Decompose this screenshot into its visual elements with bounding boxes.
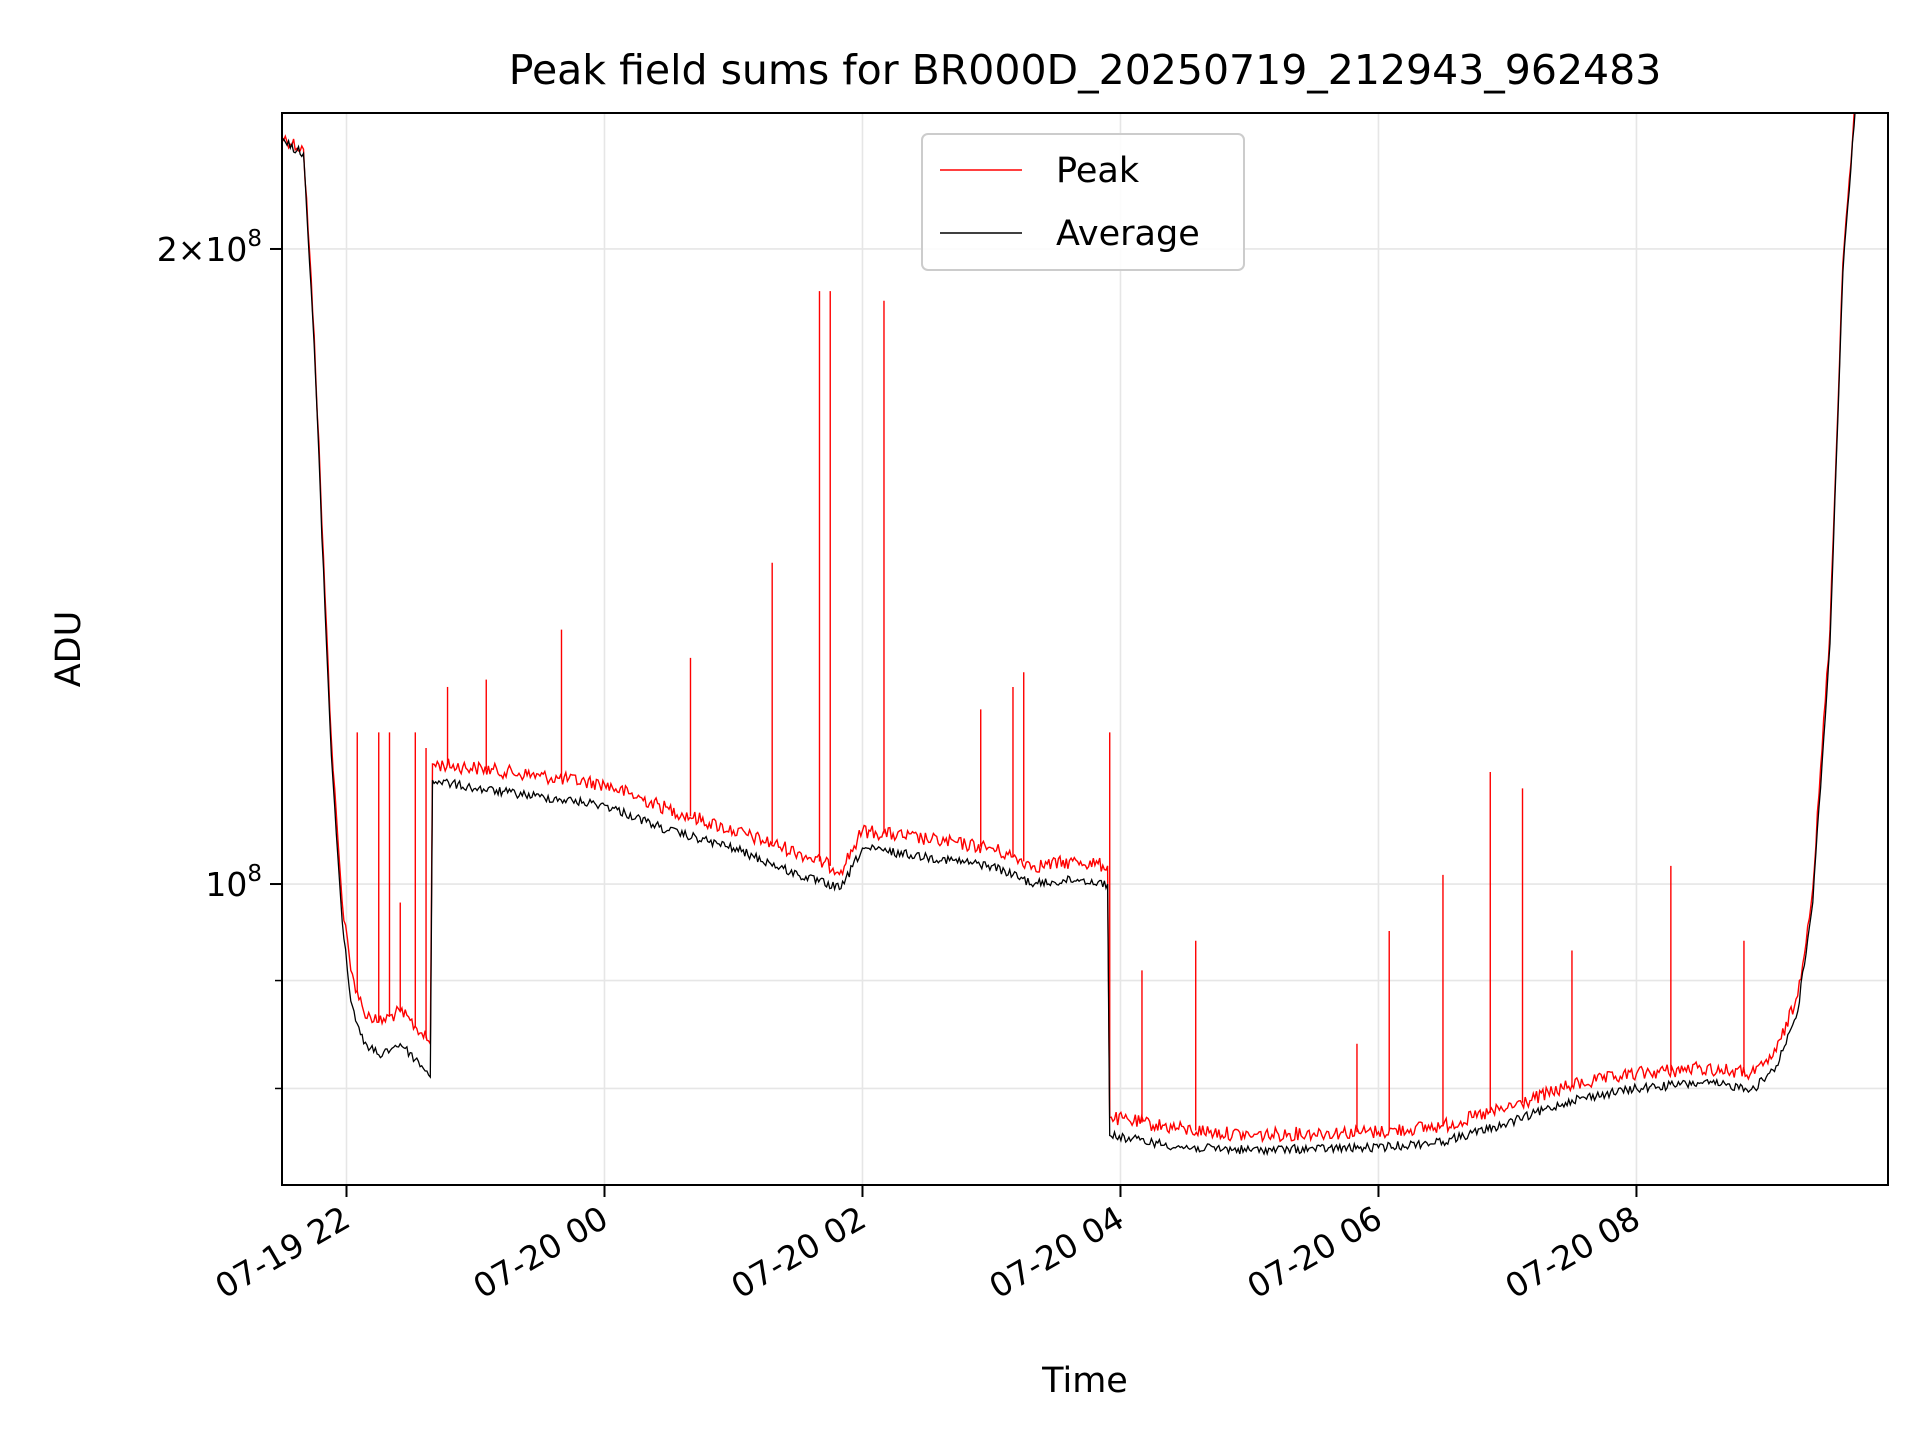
grid-lines [282,113,1888,1185]
x-tick-label: 07-20 08 [1498,1198,1646,1306]
series-line-peak [282,113,1855,1144]
x-axis-label: Time [1041,1361,1128,1401]
x-tick-label: 07-20 02 [724,1198,872,1306]
legend-label-peak: Peak [1056,151,1140,191]
y-tick-label: 108 [205,861,262,904]
plot-frame [281,112,1889,1186]
y-axis-label: ADU [49,611,89,688]
chart-title: Peak field sums for BR000D_20250719_2129… [509,46,1662,94]
legend-box [921,133,1245,271]
x-tick-label: 07-20 04 [982,1198,1130,1306]
series-line-average [282,113,1856,1157]
series-lines [282,113,1856,1157]
legend: Peak Average [921,133,1245,271]
x-tick-label: 07-19 22 [209,1198,357,1306]
x-tick-label: 07-20 00 [466,1198,614,1306]
y-tick-label: 2×108 [157,226,262,269]
x-tick-label: 07-20 06 [1240,1198,1388,1306]
legend-label-average: Average [1056,214,1200,254]
